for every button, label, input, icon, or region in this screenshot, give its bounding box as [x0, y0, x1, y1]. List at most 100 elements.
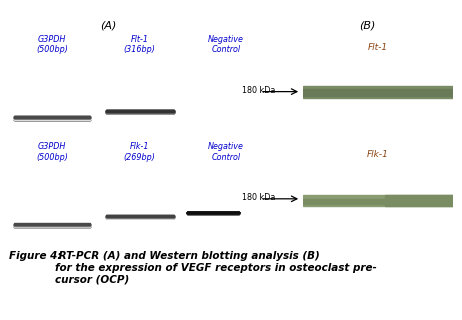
Bar [14, 225, 90, 227]
Bar [187, 212, 239, 213]
Bar [187, 212, 239, 213]
Bar [14, 117, 90, 118]
Bar [106, 216, 174, 218]
Bar [187, 212, 239, 213]
Bar [14, 224, 90, 226]
Bar [106, 215, 174, 217]
Bar [106, 111, 174, 112]
Bar [106, 112, 174, 113]
Bar [106, 216, 174, 218]
Bar [14, 224, 90, 226]
Bar [106, 111, 174, 113]
Bar [14, 225, 90, 227]
Text: Flt-1: Flt-1 [368, 43, 388, 52]
Bar [187, 212, 239, 213]
Bar [14, 116, 90, 118]
Bar [14, 225, 90, 227]
Bar [14, 225, 90, 227]
Bar [106, 216, 174, 217]
Bar [14, 224, 90, 226]
Bar [106, 217, 174, 218]
Bar [14, 117, 90, 119]
Text: Negative
Control: Negative Control [208, 142, 244, 162]
Bar [106, 111, 174, 112]
Bar [187, 212, 239, 213]
Bar [14, 224, 90, 226]
Bar [14, 225, 90, 227]
Bar [106, 216, 174, 218]
Bar [187, 212, 239, 213]
Bar [187, 212, 239, 213]
Bar [14, 116, 90, 118]
Bar [106, 216, 174, 217]
Bar [14, 117, 90, 119]
Bar [187, 212, 239, 213]
Bar [106, 111, 174, 113]
Bar [106, 216, 174, 217]
Bar [106, 217, 174, 218]
Bar [14, 224, 90, 225]
Bar [14, 224, 90, 226]
Bar [14, 118, 90, 120]
Bar [106, 216, 174, 218]
Bar [187, 212, 239, 213]
Bar [106, 111, 174, 113]
Text: 180 kDa: 180 kDa [242, 86, 275, 95]
Bar [14, 225, 90, 227]
Bar [106, 110, 174, 112]
Bar [106, 111, 174, 112]
Bar [14, 116, 90, 118]
Bar [14, 116, 90, 118]
Bar [106, 111, 174, 112]
Bar [106, 111, 174, 112]
Bar [106, 215, 174, 217]
Bar [106, 111, 174, 113]
Bar [14, 224, 90, 226]
Bar [14, 225, 90, 226]
Bar [303, 196, 453, 206]
Bar [14, 118, 90, 120]
Bar [187, 212, 239, 213]
Bar [106, 110, 174, 112]
Bar [106, 217, 174, 218]
Text: Negative
Control: Negative Control [208, 35, 244, 54]
Bar [14, 224, 90, 226]
Bar [14, 117, 90, 119]
Bar [14, 117, 90, 119]
Bar [14, 225, 90, 227]
Bar [106, 111, 174, 112]
Bar [187, 212, 239, 213]
Bar [14, 225, 90, 227]
Bar [14, 117, 90, 119]
Bar [303, 85, 453, 98]
Text: (A): (A) [100, 21, 117, 31]
Bar [14, 117, 90, 119]
Bar [106, 111, 174, 113]
Bar [106, 110, 174, 112]
Bar [187, 212, 239, 213]
Bar [106, 111, 174, 113]
Text: G3PDH
(500bp): G3PDH (500bp) [36, 142, 68, 162]
Bar [14, 117, 90, 119]
Bar [14, 223, 90, 225]
Text: Flk-1: Flk-1 [367, 150, 389, 159]
Bar [187, 212, 239, 213]
Bar [106, 216, 174, 217]
Bar [14, 116, 90, 118]
Bar [106, 216, 174, 218]
Bar [187, 212, 239, 213]
Bar [187, 212, 239, 213]
Bar [385, 196, 453, 206]
Text: 180 kDa: 180 kDa [242, 193, 275, 202]
Bar [187, 212, 239, 213]
Bar [106, 217, 174, 218]
Bar [14, 117, 90, 119]
Bar [14, 224, 90, 226]
Bar [14, 224, 90, 226]
Bar [106, 111, 174, 113]
Bar [187, 212, 239, 213]
Bar [187, 212, 239, 213]
Bar [106, 111, 174, 113]
Text: Figure 4:: Figure 4: [9, 251, 62, 261]
Bar [14, 224, 90, 226]
